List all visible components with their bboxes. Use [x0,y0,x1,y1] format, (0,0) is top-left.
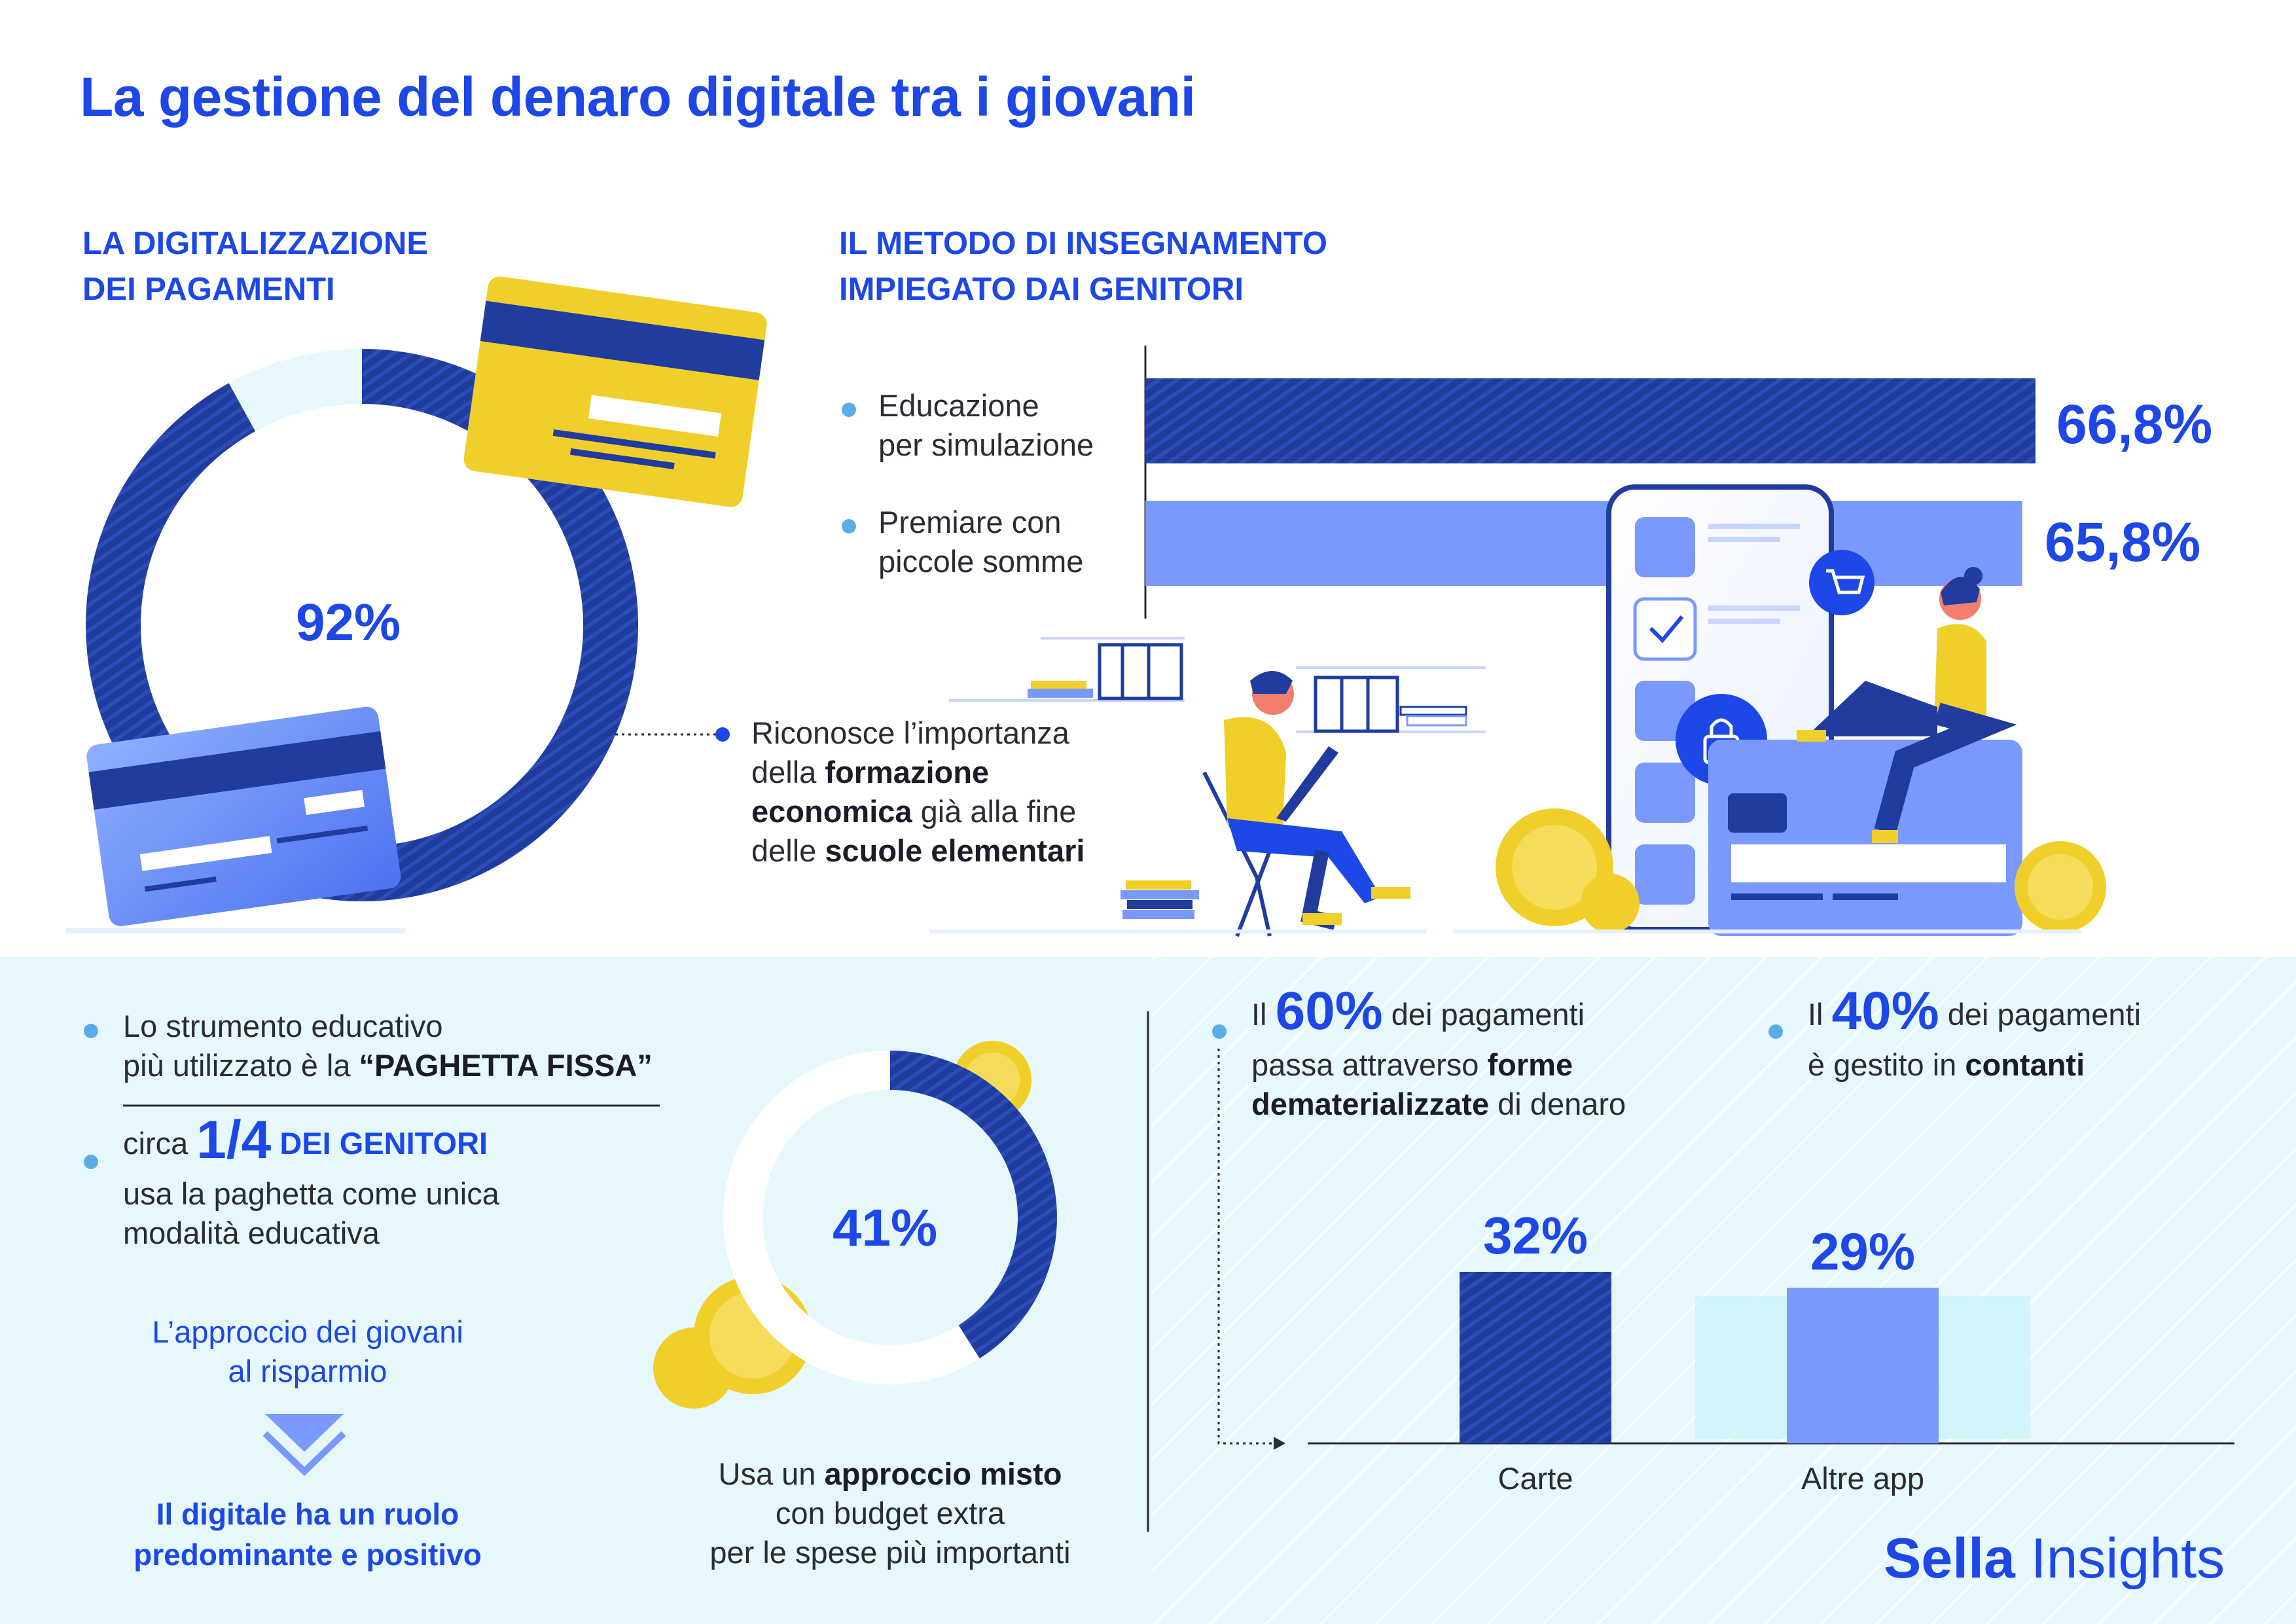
item2-line2: piccole somme [878,544,1084,579]
brand-part2: Insights [2015,1527,2225,1590]
bullet-dot [84,1024,98,1038]
p60-line3b: di denaro [1489,1087,1626,1121]
note-line3a: economica [751,794,912,829]
teaching-heading-line1: IL METODO DI INSEGNAMENTO [839,226,1327,261]
hbar-2 [1145,501,2022,586]
bullet-dot [842,519,856,533]
note-line2b: formazione [825,755,990,789]
mixed-line1a: Usa un [718,1456,825,1491]
p40-value: 40% [1831,981,1939,1041]
quarter-prefix: circa [123,1126,197,1161]
shelf-illustration [949,637,1185,702]
vbar-2 [1787,1288,1939,1443]
mixed-line1b: approccio misto [824,1456,1062,1491]
p60-a: Il [1251,997,1276,1032]
mixed-approach-text: Usa un approccio misto con budget extra … [655,1454,1126,1572]
p60-b: dei pagamenti [1382,997,1585,1032]
note-line3b: già alla fine [912,794,1077,829]
p40-line2a: è gestito in [1808,1047,1965,1082]
quarter-suffix: DEI GENITORI [271,1126,488,1161]
donut41-slice-1 [889,1051,1057,1359]
bullet-dot [1212,1024,1227,1039]
digitalization-heading-line2: DEI PAGAMENTI [82,272,335,307]
p40-block: Il 40% dei pagamenti è gestito in contan… [1768,984,2142,1085]
approach-text: L’approccio dei giovani al risparmio [98,1312,517,1391]
p40-b: dei pagamenti [1939,997,2142,1032]
donut41-slice-2 [723,1051,980,1384]
bullet-dot [84,1155,98,1169]
teaching-item2-label: Premiare con piccole somme [842,503,1083,581]
vbar-category-label: Altre app [1801,1461,1924,1496]
big-card-illustration [1708,740,2022,936]
mixed-line3: per le spese più importanti [709,1535,1071,1570]
item2-line1: Premiare con [878,505,1062,539]
quarter-value: 1/4 [196,1110,272,1170]
note-line4a: delle [751,833,825,868]
donut92-slice-2 [228,349,363,432]
allowance-line1: Lo strumento educativo [123,1009,443,1043]
digitalization-heading: LA DIGITALIZZAZIONE DEI PAGAMENTI [82,221,428,312]
mixed-line2: con budget extra [775,1496,1005,1530]
note-line4b: scuole elementari [825,833,1085,868]
note-line1: Riconosce l’importanza [751,715,1069,750]
p60-line2a: passa attraverso [1251,1047,1488,1082]
conclusion-line2: predominante e positivo [134,1538,482,1572]
page-title: La gestione del denaro digitale tra i gi… [80,66,1196,128]
conclusion-line1: Il digitale ha un ruolo [156,1497,459,1531]
p40-line2b: contanti [1965,1047,2085,1082]
vbar-value-label: 29% [1810,1223,1915,1281]
donut92-center-label: 92% [296,593,401,651]
allowance-line2b: “PAGHETTA FISSA” [359,1048,653,1083]
shelf-illustration-2 [1296,666,1486,733]
man-with-laptop [1121,671,1410,937]
quarter-line3: modalità educativa [123,1216,380,1250]
teaching-heading-line2: IMPIEGATO DAI GENITORI [839,272,1244,307]
teaching-heading: IL METODO DI INSEGNAMENTO IMPIEGATO DAI … [839,221,1327,312]
p60-block: Il 60% dei pagamenti passa attraverso fo… [1212,984,1626,1124]
digitalization-heading-line1: LA DIGITALIZZAZIONE [82,226,429,261]
approach-line2: al risparmio [228,1354,387,1388]
hbar-1 [1145,378,2036,463]
vbar-value-label: 32% [1483,1206,1588,1265]
bullet-dot [842,403,856,417]
p60-line3a: dematerializzate [1251,1087,1490,1121]
p60-line2b: forme [1487,1047,1573,1082]
teaching-item1-label: Educazione per simulazione [842,386,1094,465]
woman-with-phone [1797,567,2017,843]
digitalization-note: Riconosce l’importanza della formazione … [751,713,1085,871]
quarter-block: circa 1/4 DEI GENITORI usa la paghetta c… [84,1113,499,1253]
bullet-dot [1768,1024,1783,1039]
coins-illustration [1496,808,2106,933]
vbar-category-label: Carte [1498,1461,1573,1496]
donut41-center-label: 41% [833,1199,938,1257]
quarter-line2: usa la paghetta come unica [123,1176,499,1211]
p60-value: 60% [1275,981,1383,1041]
approach-line1: L’approccio dei giovani [152,1314,463,1349]
allowance-block: Lo strumento educativo più utilizzato è … [84,1007,653,1085]
note-line2a: della [751,755,825,789]
item2-value-label: 65,8% [2045,511,2201,573]
allowance-line2a: più utilizzato è la [123,1048,359,1083]
brand-part1: Sella [1884,1527,2015,1590]
vbar-1 [1460,1272,1611,1443]
conclusion-text: Il digitale ha un ruolo predominante e p… [85,1494,530,1575]
brand-logo: Sella Insights [1884,1526,2225,1591]
item1-value-label: 66,8% [2056,393,2213,455]
item1-line1: Educazione [878,388,1039,423]
p40-a: Il [1808,997,1832,1032]
item1-line2: per simulazione [878,427,1094,462]
